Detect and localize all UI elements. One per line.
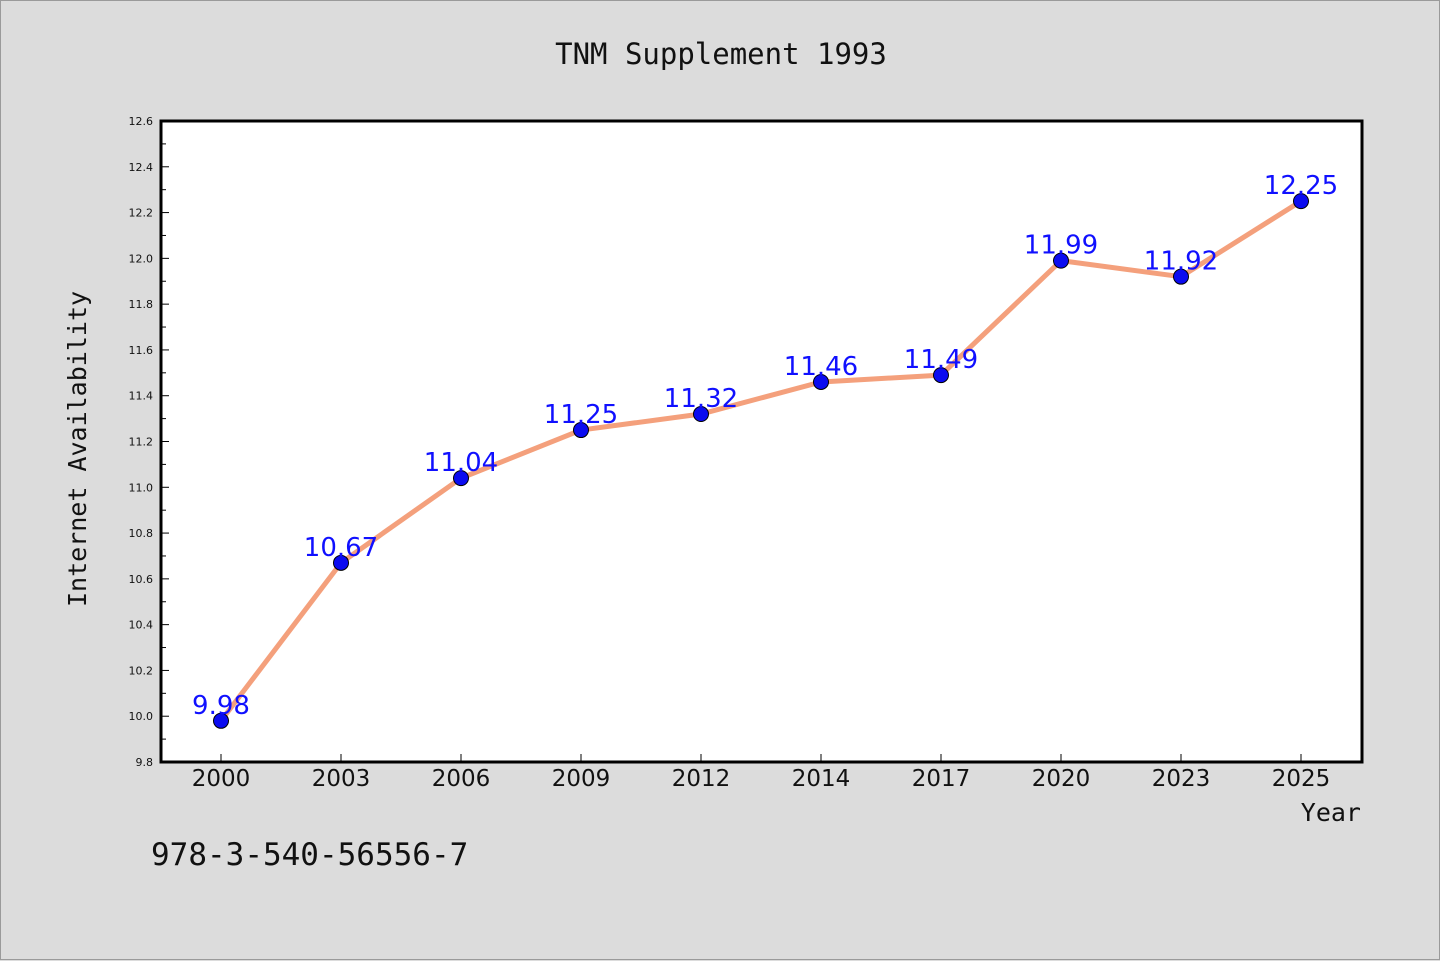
- data-label: 9.98: [192, 691, 250, 721]
- y-tick-label: 12.2: [129, 207, 154, 220]
- data-label: 11.99: [1024, 231, 1098, 261]
- y-tick-label: 12.0: [129, 252, 154, 265]
- y-tick-label: 11.0: [129, 481, 154, 494]
- y-tick-label: 12.4: [129, 161, 154, 174]
- y-tick-label: 9.8: [136, 756, 154, 769]
- x-axis: 2000 2003 2006 2009 2012 2014 2017 2020 2023 2025: [192, 754, 1331, 792]
- data-point: [1173, 268, 1189, 285]
- y-tick-label: 11.6: [129, 344, 154, 357]
- data-label: 11.92: [1144, 247, 1218, 277]
- data-label: 11.32: [664, 384, 738, 414]
- y-axis: 9.8 10.0 10.2 10.4 10.6 10.8 11.0 11.2 11.4 11.6 1…: [129, 115, 169, 769]
- data-label: 12.25: [1264, 171, 1338, 201]
- footer-code: 978-3-540-56556-7: [151, 837, 468, 873]
- data-point: [1293, 193, 1309, 210]
- data-label: 11.49: [904, 345, 978, 375]
- x-tick-label: 2017: [912, 766, 971, 792]
- data-label: 11.46: [784, 352, 858, 382]
- data-point: [213, 712, 229, 729]
- y-tick-label: 11.2: [129, 436, 154, 449]
- y-tick-label: 10.0: [129, 710, 154, 723]
- x-tick-label: 2003: [312, 766, 371, 792]
- series-group: [213, 193, 1309, 729]
- data-point: [933, 367, 949, 384]
- y-tick-label: 10.4: [129, 619, 154, 632]
- data-point: [1053, 252, 1069, 269]
- data-point: [453, 470, 469, 487]
- y-tick-label: 10.8: [129, 527, 154, 540]
- plot-border: [159, 119, 1364, 764]
- data-point: [813, 373, 829, 390]
- x-tick-label: 2023: [1152, 766, 1211, 792]
- data-label: 10.67: [304, 533, 378, 563]
- data-point: [333, 554, 349, 571]
- series-line: [218, 198, 1304, 724]
- x-tick-label: 2012: [672, 766, 731, 792]
- data-point: [573, 422, 589, 439]
- plot-area: [161, 121, 1362, 762]
- x-tick-label: 2020: [1032, 766, 1091, 792]
- y-tick-label: 10.6: [129, 573, 154, 586]
- data-label: 11.25: [544, 400, 618, 430]
- data-labels: 9.98 10.67 11.04 11.25 11.32 11.46 11.49 11.99 1…: [192, 171, 1338, 721]
- x-tick-label: 2009: [552, 766, 611, 792]
- y-tick-label: 11.4: [129, 390, 154, 403]
- data-point: [693, 406, 709, 423]
- chart-title: TNM Supplement 1993: [555, 37, 887, 71]
- x-tick-label: 2000: [192, 766, 251, 792]
- x-axis-label: Year: [1301, 798, 1361, 827]
- y-tick-label: 12.6: [129, 115, 154, 128]
- y-tick-label: 11.8: [129, 298, 154, 311]
- y-axis-label: Internet Availability: [63, 291, 92, 607]
- x-tick-label: 2025: [1272, 766, 1331, 792]
- x-tick-label: 2014: [792, 766, 851, 792]
- data-label: 11.04: [424, 448, 498, 478]
- x-tick-label: 2006: [432, 766, 491, 792]
- y-tick-label: 10.2: [129, 664, 154, 677]
